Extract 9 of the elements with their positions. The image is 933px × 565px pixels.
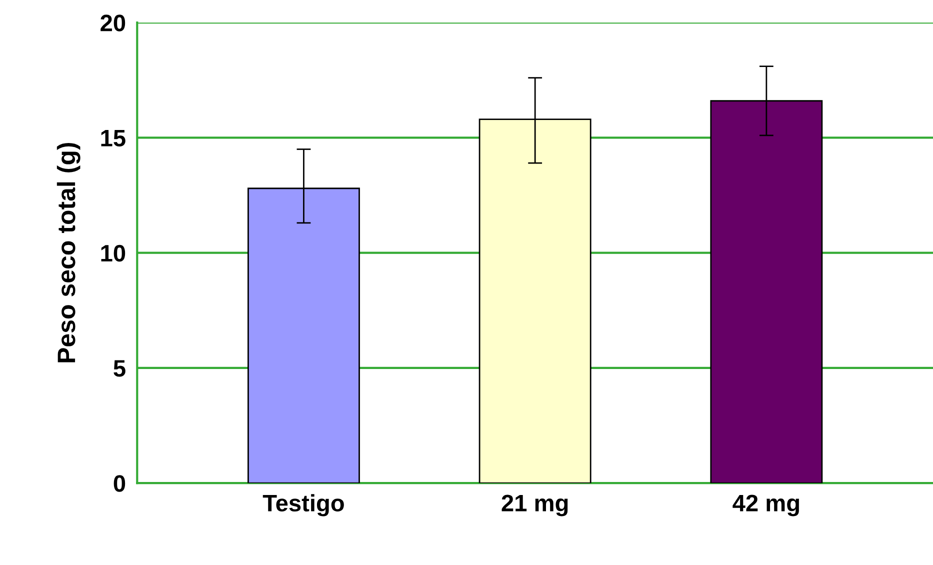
- y-tick-label: 5: [114, 360, 126, 377]
- y-tick-label: 20: [100, 14, 126, 32]
- x-tick-label: 42 mg: [732, 494, 799, 516]
- x-tick-label: 21 mg: [502, 494, 568, 516]
- y-tick-label: 15: [101, 130, 126, 147]
- x-tick-label: Testigo: [262, 494, 344, 516]
- y-axis-title: Peso seco total (g): [56, 142, 80, 362]
- y-tick-label: 10: [101, 244, 126, 262]
- y-tick-label: 0: [114, 475, 126, 492]
